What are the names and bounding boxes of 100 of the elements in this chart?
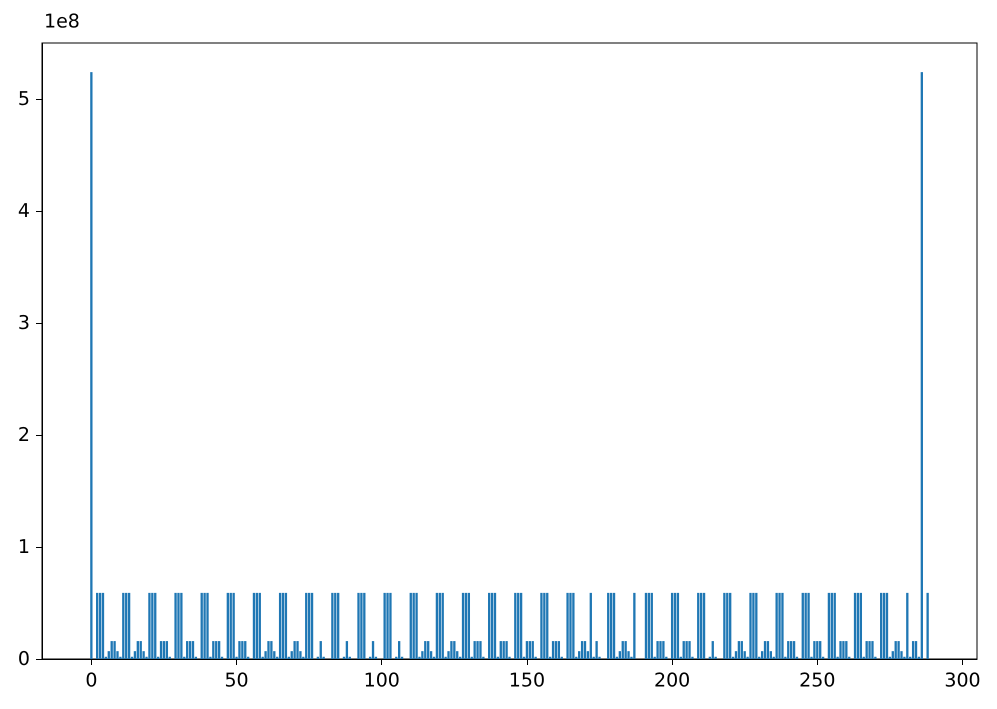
bar xyxy=(514,592,516,659)
bar xyxy=(729,592,732,659)
bar xyxy=(880,592,882,659)
bar xyxy=(320,641,322,659)
bar xyxy=(865,641,868,659)
bar xyxy=(505,641,508,659)
x-tick-label: 250 xyxy=(799,670,836,692)
bar xyxy=(412,592,415,659)
bar xyxy=(232,592,235,659)
bar xyxy=(816,641,818,659)
bar xyxy=(410,592,412,659)
bar xyxy=(180,592,183,659)
bar xyxy=(438,592,441,659)
bar xyxy=(700,592,702,659)
bar xyxy=(125,592,128,659)
bar xyxy=(442,592,444,659)
bar xyxy=(828,592,830,659)
bar xyxy=(473,641,476,659)
bar xyxy=(532,641,534,659)
y-tick-label: 3 xyxy=(18,312,30,334)
bar xyxy=(787,641,790,659)
bar xyxy=(331,592,334,659)
bar xyxy=(166,641,168,659)
bar xyxy=(256,592,258,659)
bar xyxy=(738,641,740,659)
bar xyxy=(740,641,743,659)
bar xyxy=(622,641,624,659)
bar xyxy=(558,641,560,659)
bar xyxy=(633,592,636,659)
bar xyxy=(346,641,348,659)
x-tick-label: 300 xyxy=(944,670,981,692)
x-tick-label: 200 xyxy=(654,670,690,692)
bar xyxy=(383,592,386,659)
bar xyxy=(912,641,914,659)
bar xyxy=(662,641,665,659)
bar xyxy=(334,592,336,659)
bar xyxy=(723,592,726,659)
bar xyxy=(151,592,154,659)
y-tick-label: 5 xyxy=(18,88,30,110)
bar xyxy=(278,592,282,659)
bar xyxy=(218,641,220,659)
bar xyxy=(113,641,116,659)
bar xyxy=(830,592,833,659)
bar xyxy=(436,592,438,659)
bar xyxy=(186,641,188,659)
bar xyxy=(819,641,822,659)
bar xyxy=(488,592,490,659)
bar xyxy=(648,592,650,659)
bar xyxy=(96,592,98,659)
y-tick-label: 4 xyxy=(18,200,30,222)
bar xyxy=(308,592,310,659)
bar xyxy=(546,592,548,659)
bar xyxy=(517,592,520,659)
bar xyxy=(845,641,848,659)
bar xyxy=(607,592,610,659)
bar xyxy=(572,592,575,659)
bar xyxy=(804,592,807,659)
bar xyxy=(685,641,688,659)
bar xyxy=(897,641,900,659)
x-tick-label: 0 xyxy=(85,670,98,692)
bar xyxy=(110,641,113,659)
bar xyxy=(453,641,456,659)
bar xyxy=(293,641,296,659)
bar xyxy=(755,592,758,659)
x-tick-label: 100 xyxy=(364,670,400,692)
bar xyxy=(398,641,400,659)
bar xyxy=(128,592,130,659)
bar xyxy=(215,641,218,659)
bar xyxy=(528,641,531,659)
y-tick-label: 0 xyxy=(18,648,30,670)
bar xyxy=(363,592,366,659)
y-tick-label: 2 xyxy=(18,424,30,446)
bar xyxy=(258,592,261,659)
bar xyxy=(906,592,908,659)
bar xyxy=(802,592,804,659)
bar xyxy=(543,592,546,659)
bar xyxy=(154,592,156,659)
text: 1e8 xyxy=(44,10,80,32)
bar xyxy=(656,641,659,659)
bar xyxy=(244,641,246,659)
bar xyxy=(305,592,308,659)
bar xyxy=(427,641,430,659)
bar xyxy=(834,592,836,659)
bar xyxy=(712,641,714,659)
bar xyxy=(697,592,700,659)
bar xyxy=(894,641,897,659)
bar xyxy=(230,592,232,659)
bar xyxy=(200,592,203,659)
bar xyxy=(860,592,862,659)
bar xyxy=(624,641,627,659)
bar xyxy=(682,641,685,659)
bar xyxy=(595,641,598,659)
bar xyxy=(337,592,340,659)
bar xyxy=(360,592,363,659)
bar xyxy=(502,641,505,659)
bar xyxy=(468,592,470,659)
bar xyxy=(926,592,929,659)
bar xyxy=(650,592,653,659)
bar xyxy=(775,592,778,659)
bar xyxy=(520,592,522,659)
